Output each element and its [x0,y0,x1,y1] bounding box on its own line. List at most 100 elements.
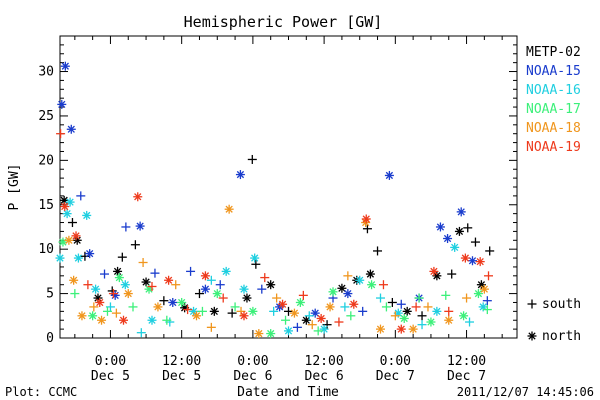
series-noaa-17 [58,237,492,339]
data-point-south [411,302,421,312]
data-point-south [423,302,433,312]
data-point-south [482,305,492,315]
data-point-north [467,256,477,266]
data-point-north [60,61,70,71]
data-point-south [111,308,121,318]
data-point-north [456,207,466,217]
series-noaa-15 [57,61,492,332]
y-tick-label: 5 [46,287,54,302]
legend-series-label: METP-02 [526,45,581,60]
data-point-south [206,322,216,332]
x-tick-label-date: Dec 7 [376,369,415,384]
data-point-south [230,302,240,312]
y-tick-label: 0 [46,331,54,346]
data-point-north [319,324,329,334]
data-point-north [459,311,469,321]
data-point-south [373,246,383,256]
data-point-north [361,214,371,224]
data-point-south [56,129,66,139]
y-tick-label: 20 [38,153,54,168]
data-point-north [71,231,81,241]
data-point-north [289,308,299,318]
data-point-north [66,124,76,134]
data-point-south [307,320,317,330]
data-point-north [399,313,409,323]
data-point-south [186,266,196,276]
data-point-north [473,289,483,299]
series-noaa-19 [56,129,494,334]
data-point-north [77,311,87,321]
plot-credit: Plot: CCMC [5,385,77,399]
data-point-north [367,280,377,290]
data-point-north [113,266,123,276]
data-point-south [70,289,80,299]
data-point-south [206,275,216,285]
data-point-south [251,259,261,269]
data-point-north [235,170,245,180]
data-point-north [221,266,231,276]
data-point-north [328,287,338,297]
data-point-south [130,240,140,250]
data-point-north [250,253,260,263]
data-point-north [408,324,418,334]
x-tick-label-date: Dec 5 [162,369,201,384]
data-point-south [465,317,475,327]
y-axis: 0 5 10 15 20 25 30 [38,35,517,346]
data-point-north [200,271,210,281]
data-point-south [396,299,406,309]
data-point-south [257,284,267,294]
legend-series-label: NOAA-19 [526,140,581,155]
data-point-south [150,268,160,278]
data-point-south [272,293,282,303]
x-axis-label: Date and Time [237,385,339,400]
data-point-north [278,299,288,309]
data-point-north [177,297,187,307]
data-point-south [227,308,237,318]
data-point-south [197,306,207,316]
data-point-south [417,311,427,321]
data-point-north [120,280,130,290]
legend-north-marker [527,331,537,341]
data-point-south [89,302,99,312]
data-point-north [114,273,124,283]
data-point-north [73,253,83,263]
data-point-south [162,315,172,325]
data-point-north [402,306,412,316]
data-points [55,61,495,339]
series-metp-02 [59,154,495,330]
data-point-south [447,269,457,279]
data-point-north [97,315,107,325]
data-point-south [484,271,494,281]
x-tick-label-date: Dec 6 [305,369,344,384]
data-point-north [85,249,95,259]
data-point-south [128,302,138,312]
data-point-south [247,154,257,164]
data-point-south [218,293,228,303]
data-point-north [91,284,101,294]
legend-series-label: NOAA-18 [526,121,581,136]
data-point-south [485,246,495,256]
data-point-north [337,283,347,293]
data-point-south [462,293,472,303]
data-point-south [417,320,427,330]
data-point-north [200,284,210,294]
data-point-north [110,290,120,300]
data-point-south [441,290,451,300]
x-tick-label-time: 0:00 [237,354,268,369]
data-point-south [463,223,473,233]
data-point-north [396,324,406,334]
y-tick-label: 30 [38,65,54,80]
x-tick-label-time: 12:00 [162,354,201,369]
legend-marker-label: south [542,297,581,312]
data-point-north [239,311,249,321]
data-point-north [349,299,359,309]
data-point-south [482,296,492,306]
data-point-north [475,257,485,267]
data-point-south [298,290,308,300]
data-point-north [58,237,68,247]
data-point-north [426,317,436,327]
data-point-north [248,306,258,316]
data-point-north [239,284,249,294]
data-point-north [450,242,460,252]
data-point-north [153,302,163,312]
